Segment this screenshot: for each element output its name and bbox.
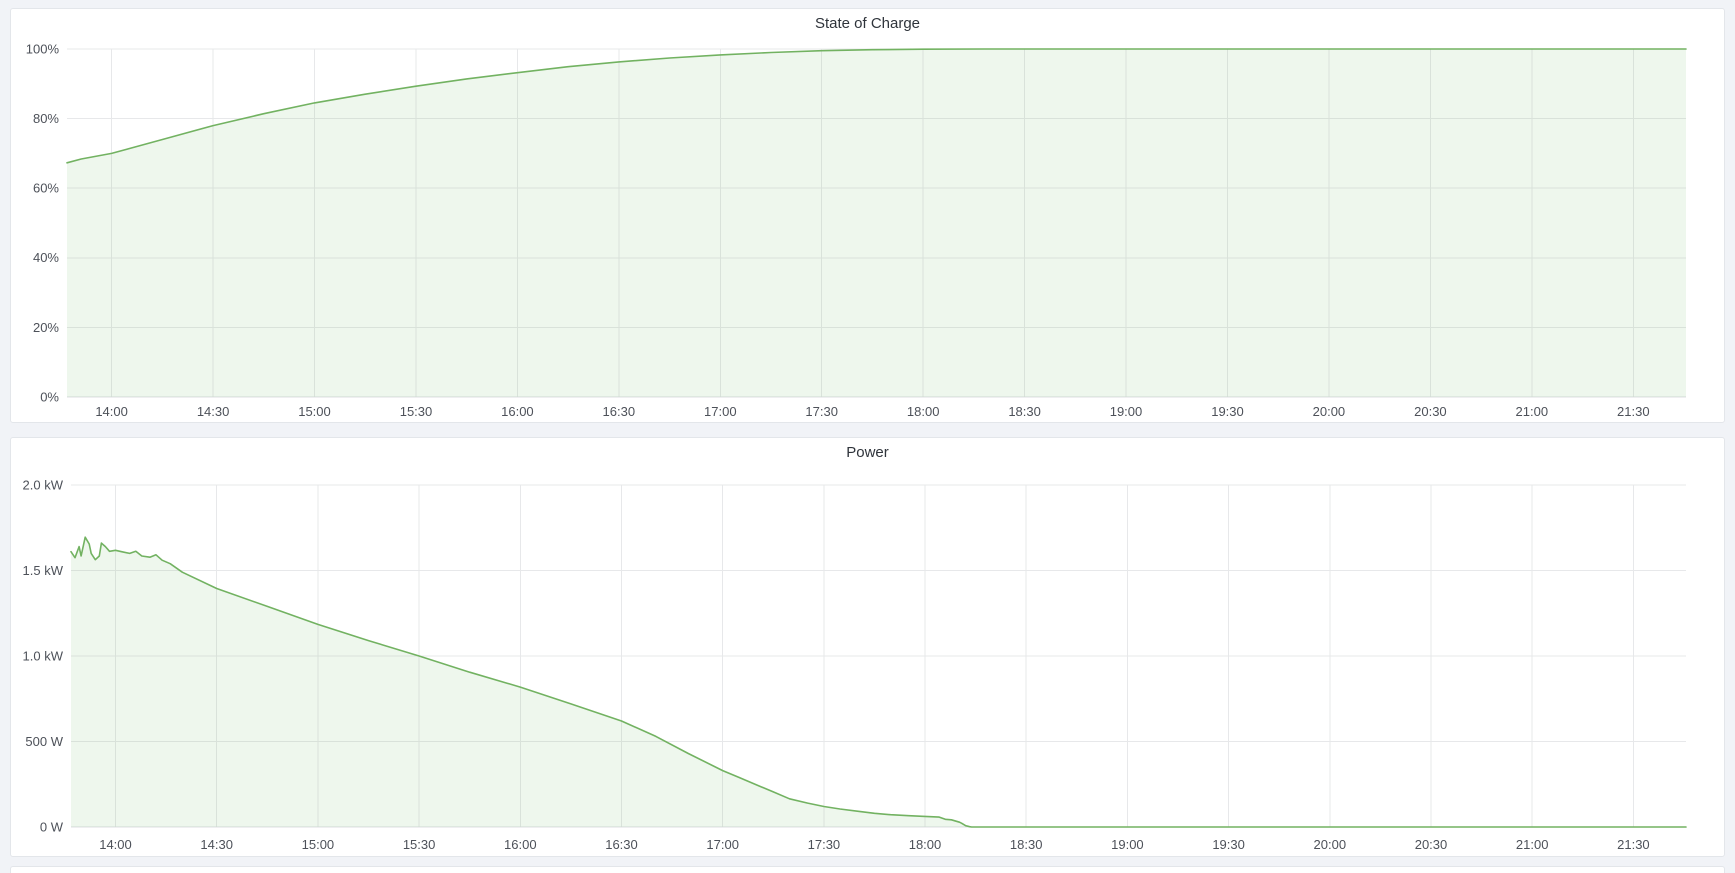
svg-text:19:30: 19:30 [1212,837,1245,852]
axis-labels: 0% 20% 40% 60% 80% 100% 14:00 14:30 15:00 15:30 16… [26,41,1650,419]
svg-text:80%: 80% [33,111,59,126]
panel-title-state-of-charge[interactable]: State of Charge [814,15,921,32]
svg-text:20:00: 20:00 [1314,837,1347,852]
state-of-charge-chart[interactable]: 0% 20% 40% 60% 80% 100% 14:00 14:30 15:00 15:30 16… [11,39,1724,424]
svg-text:14:30: 14:30 [197,404,230,419]
panel-power: Power 0 W 500 W 1.0 kW 1.5 kW 2.0 kW 14:00 14:… [10,437,1725,857]
svg-text:17:00: 17:00 [704,404,737,419]
svg-text:17:00: 17:00 [706,837,739,852]
series-state-of-charge [66,48,1687,397]
power-chart[interactable]: 0 W 500 W 1.0 kW 1.5 kW 2.0 kW 14:00 14:30 15:0… [11,468,1724,858]
svg-text:20:00: 20:00 [1313,404,1346,419]
svg-text:1.5 kW: 1.5 kW [23,563,64,578]
svg-text:14:00: 14:00 [99,837,132,852]
svg-text:18:00: 18:00 [907,404,940,419]
svg-text:60%: 60% [33,181,59,196]
svg-text:21:30: 21:30 [1617,404,1650,419]
svg-text:15:00: 15:00 [298,404,331,419]
svg-text:21:00: 21:00 [1516,404,1549,419]
svg-text:15:30: 15:30 [403,837,436,852]
power-svg[interactable]: 0 W 500 W 1.0 kW 1.5 kW 2.0 kW 14:00 14:30 15:0… [11,468,1724,858]
svg-text:40%: 40% [33,250,59,265]
axis-labels: 0 W 500 W 1.0 kW 1.5 kW 2.0 kW 14:00 14:30 15:0… [23,477,1650,852]
svg-text:19:00: 19:00 [1111,837,1144,852]
svg-text:20:30: 20:30 [1414,404,1447,419]
svg-text:0 W: 0 W [40,819,64,834]
svg-text:17:30: 17:30 [808,837,841,852]
svg-text:15:30: 15:30 [400,404,433,419]
svg-text:2.0 kW: 2.0 kW [23,477,64,492]
svg-text:19:30: 19:30 [1211,404,1244,419]
svg-text:16:30: 16:30 [603,404,636,419]
svg-text:21:00: 21:00 [1516,837,1549,852]
svg-text:18:30: 18:30 [1008,404,1041,419]
svg-text:500 W: 500 W [25,734,63,749]
svg-text:18:30: 18:30 [1010,837,1043,852]
svg-text:20:30: 20:30 [1415,837,1448,852]
svg-text:19:00: 19:00 [1110,404,1143,419]
svg-text:14:30: 14:30 [200,837,233,852]
svg-text:16:00: 16:00 [504,837,537,852]
svg-text:17:30: 17:30 [805,404,838,419]
svg-text:14:00: 14:00 [95,404,128,419]
svg-text:0%: 0% [40,389,59,404]
svg-text:100%: 100% [26,41,60,56]
svg-text:18:00: 18:00 [909,837,942,852]
grid-lines [71,484,1686,828]
panel-partial-next [10,866,1725,873]
svg-text:20%: 20% [33,320,59,335]
svg-text:16:30: 16:30 [605,837,638,852]
series-power [70,536,1687,828]
svg-text:1.0 kW: 1.0 kW [23,648,64,663]
panel-title-power[interactable]: Power [846,444,889,461]
svg-text:21:30: 21:30 [1617,837,1650,852]
state-of-charge-svg[interactable]: 0% 20% 40% 60% 80% 100% 14:00 14:30 15:00 15:30 16… [11,39,1724,424]
panel-state-of-charge: State of Charge 0% 20% 40% 60% 80% 100% 14:00 1… [10,8,1725,423]
svg-text:15:00: 15:00 [302,837,335,852]
svg-text:16:00: 16:00 [501,404,534,419]
